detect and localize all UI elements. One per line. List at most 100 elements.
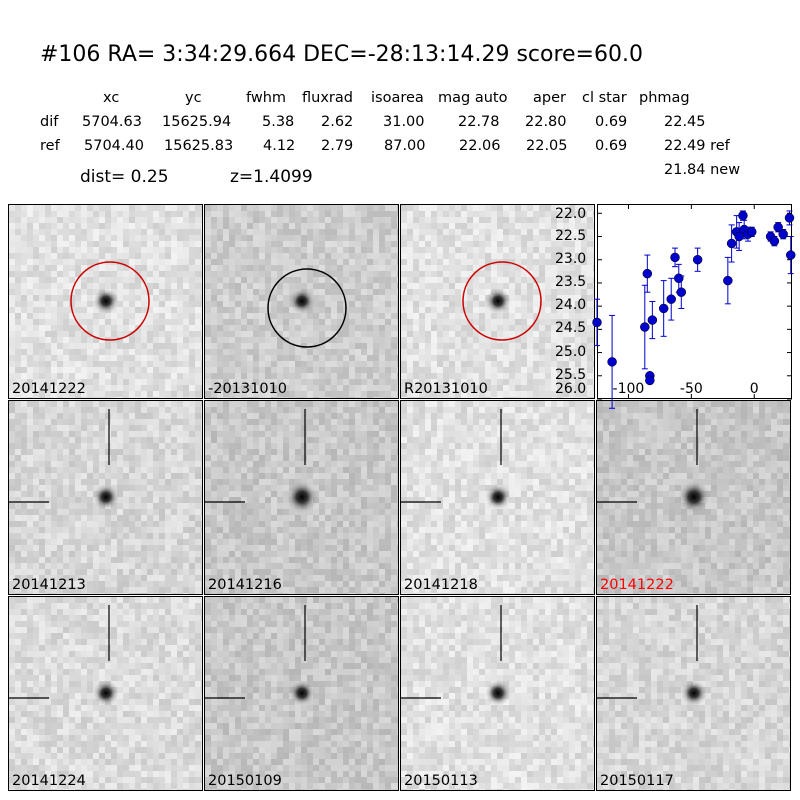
- source-blob: [93, 484, 119, 510]
- data-point: [746, 227, 757, 237]
- data-point: [778, 229, 788, 239]
- data-point: [658, 303, 669, 314]
- source-blob: [289, 288, 315, 314]
- y-tick-label: 22.5: [555, 227, 587, 244]
- phmag-new: 21.84 new: [664, 162, 741, 178]
- ref-cl-star: 0.69: [595, 138, 628, 154]
- dif-xc: 5704.63: [82, 114, 142, 130]
- ref-aper: 22.05: [526, 138, 568, 154]
- ref-fwhm: 4.12: [263, 138, 296, 154]
- ref-isoarea: 87.00: [384, 138, 426, 154]
- x-tick-label: -50: [679, 381, 703, 397]
- stamp-panel: -20131010: [204, 204, 399, 399]
- stamp-image: [401, 597, 594, 790]
- ref-mag-auto: 22.06: [459, 138, 501, 154]
- y-tick-label: 23.5: [555, 273, 587, 290]
- stamp-image: [9, 597, 202, 790]
- panel-date-label: 20150109: [208, 773, 282, 789]
- data-point: [723, 275, 733, 286]
- stamp-panel: 20150109: [204, 596, 399, 791]
- data-point: [642, 268, 653, 279]
- stamp-image: [597, 597, 790, 790]
- ref-phmag: 22.49 ref: [664, 138, 730, 154]
- aperture-circle: [70, 261, 150, 341]
- dif-fwhm: 5.38: [262, 114, 295, 130]
- dist-value: dist= 0.25: [80, 167, 169, 187]
- y-tick-label: 24.5: [555, 320, 587, 337]
- data-point: [726, 238, 737, 249]
- col-header-aper: aper: [533, 90, 566, 106]
- source-blob: [93, 680, 119, 706]
- x-tick-label: -100: [612, 381, 645, 397]
- panel-date-label: 20150113: [404, 773, 478, 789]
- stamp-panel: 20141218: [400, 400, 595, 595]
- source-blob: [286, 481, 318, 513]
- col-header-fwhm: fwhm: [246, 90, 287, 106]
- data-point: [769, 236, 780, 246]
- dif-isoarea: 31.00: [383, 114, 425, 130]
- col-header-fluxrad: fluxrad: [302, 90, 353, 106]
- data-point: [647, 315, 658, 325]
- col-header-cl-star: cl star: [582, 90, 627, 106]
- aperture-circle: [267, 268, 347, 348]
- col-header-yc: yc: [185, 90, 202, 106]
- stamp-image: [205, 597, 398, 790]
- source-blob: [485, 484, 511, 510]
- aperture-circle: [462, 261, 542, 341]
- source-blob: [485, 680, 511, 706]
- y-tick-label: 25.5: [555, 366, 587, 383]
- panel-date-label: 20141216: [208, 577, 282, 593]
- y-tick-label: 23.0: [555, 250, 587, 267]
- dif-cl-star: 0.69: [595, 114, 628, 130]
- stamp-image: [9, 205, 202, 398]
- dif-phmag: 22.45: [664, 114, 706, 130]
- data-point: [676, 287, 687, 297]
- col-header-xc: xc: [103, 90, 120, 106]
- source-blob: [681, 680, 707, 706]
- stamp-image: [401, 401, 594, 594]
- stamp-panel: 20150113: [400, 596, 595, 791]
- stamp-image: [205, 205, 398, 398]
- source-blob: [289, 680, 315, 706]
- dif-yc: 15625.94: [162, 114, 232, 130]
- stamp-panel: 20150117: [596, 596, 791, 791]
- panel-date-label: -20131010: [208, 381, 288, 397]
- data-point: [784, 213, 795, 223]
- dif-mag-auto: 22.78: [458, 114, 500, 130]
- data-point: [692, 254, 703, 265]
- data-point: [674, 273, 684, 284]
- ref-fluxrad: 2.79: [321, 138, 354, 154]
- source-blob: [93, 288, 119, 314]
- stamp-panel: R20131010: [400, 204, 595, 399]
- ref-yc: 15625.83: [164, 138, 234, 154]
- stamp-panel: 20141216: [204, 400, 399, 595]
- data-point: [670, 252, 680, 263]
- stamp-image: [597, 401, 790, 594]
- panel-date-label: 20141218: [404, 577, 478, 593]
- row-label-ref: ref: [40, 138, 60, 154]
- panel-date-label: 20141222: [600, 577, 674, 593]
- stamp-panel: 20141213: [8, 400, 203, 595]
- redshift-value: z=1.4099: [230, 167, 313, 187]
- source-blob: [678, 481, 710, 513]
- stamp-image: [401, 205, 594, 398]
- panel-date-label: R20131010: [404, 381, 488, 397]
- panel-date-label: 20141224: [12, 773, 86, 789]
- panel-date-label: 20150117: [600, 773, 674, 789]
- y-tick-label: 24.0: [555, 297, 587, 314]
- data-point: [666, 294, 676, 304]
- col-header-mag-auto: mag auto: [438, 90, 508, 106]
- stamp-panel: 20141224: [8, 596, 203, 791]
- plot-frame: [597, 204, 792, 399]
- data-point: [607, 357, 617, 367]
- panel-date-label: 20141213: [12, 577, 86, 593]
- x-tick-label: 0: [749, 381, 759, 397]
- stamp-image: [205, 401, 398, 594]
- y-tick-label: 25.0: [555, 343, 587, 360]
- light-curve-plot: [592, 204, 796, 409]
- panel-date-label: 20141222: [12, 381, 86, 397]
- data-point: [785, 250, 796, 260]
- data-point: [640, 322, 650, 332]
- dif-aper: 22.80: [525, 114, 567, 130]
- dif-fluxrad: 2.62: [321, 114, 354, 130]
